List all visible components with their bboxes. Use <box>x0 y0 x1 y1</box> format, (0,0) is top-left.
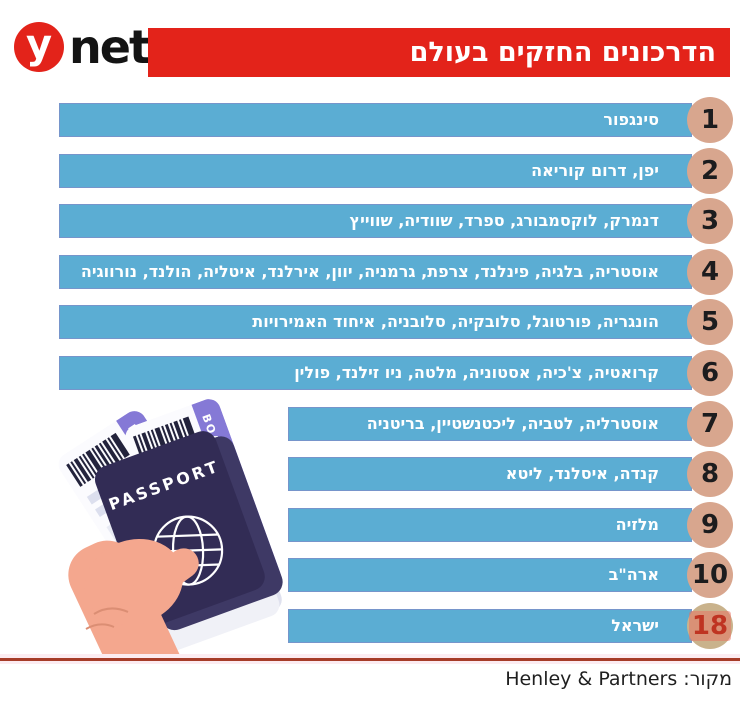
rank-bar: אוסטריה, בלגיה, פינלנד, צרפת, גרמניה, יו… <box>59 255 692 289</box>
hand-icon <box>68 538 199 654</box>
rank-number: 18 <box>688 611 732 641</box>
rank-number: 7 <box>700 409 720 439</box>
rank-bar: דנמרק, לוקסמבורג, ספרד, שוודיה, שווייץ <box>59 204 692 238</box>
rank-badge: 10 <box>687 552 733 598</box>
rank-number: 2 <box>700 156 720 186</box>
rank-badge: 3 <box>687 198 733 244</box>
rank-badge: 18 <box>687 603 733 649</box>
rank-bar: אוסטרליה, לטביה, ליכטנשטיין, בריטניה <box>288 407 692 441</box>
rank-number: 10 <box>691 560 729 590</box>
rank-bar: ישראל <box>288 609 692 643</box>
rank-bar: סינגפור <box>59 103 692 137</box>
country-list-label: קנדה, איסלנד, ליטא <box>505 464 659 483</box>
source-text: מקור: Henley & Partners <box>505 668 732 690</box>
rank-number: 5 <box>700 307 720 337</box>
passport-illustration: BOARDING PASS BOARDING PASS ✈ PASSPORT <box>54 395 285 654</box>
rank-row: אוסטריה, בלגיה, פינלנד, צרפת, גרמניה, יו… <box>0 249 740 295</box>
rank-row: דנמרק, לוקסמבורג, ספרד, שוודיה, שווייץ 3 <box>0 198 740 244</box>
country-list-label: קרואטיה, צ'כיה, אסטוניה, מלטה, ניו זילנד… <box>294 363 659 382</box>
rank-number: 9 <box>700 510 720 540</box>
rank-row: מלזיה 9 <box>0 502 740 548</box>
ynet-logo-mark: y <box>14 22 64 72</box>
rank-badge: 1 <box>687 97 733 143</box>
rank-row: סינגפור 1 <box>0 97 740 143</box>
country-list-label: יפן, דרום קוריאה <box>531 161 659 180</box>
ynet-logo-net-text: net <box>69 20 151 74</box>
rank-bar: ארה"ב <box>288 558 692 592</box>
rank-row: יפן, דרום קוריאה 2 <box>0 148 740 194</box>
rank-badge: 9 <box>687 502 733 548</box>
rank-bar: מלזיה <box>288 508 692 542</box>
rank-bar: יפן, דרום קוריאה <box>59 154 692 188</box>
rank-number: 8 <box>700 459 720 489</box>
rank-row: אוסטרליה, לטביה, ליכטנשטיין, בריטניה 7 <box>0 401 740 447</box>
country-list-label: סינגפור <box>603 110 659 129</box>
rank-badge: 7 <box>687 401 733 447</box>
rank-number: 6 <box>700 358 720 388</box>
barcode-icon <box>66 432 130 487</box>
rank-badge: 2 <box>687 148 733 194</box>
country-list-label: מלזיה <box>615 515 659 534</box>
country-list-label: אוסטרליה, לטביה, ליכטנשטיין, בריטניה <box>366 414 659 433</box>
rank-badge: 8 <box>687 451 733 497</box>
country-list-label: הונגריה, פורטוגל, סלובקיה, סלובניה, איחו… <box>252 312 659 331</box>
rank-badge: 4 <box>687 249 733 295</box>
rank-badge: 6 <box>687 350 733 396</box>
rank-number: 1 <box>700 105 720 135</box>
rank-row: ארה"ב 10 <box>0 552 740 598</box>
divider-line <box>0 658 740 661</box>
ynet-logo: y net <box>14 20 151 74</box>
rank-number: 3 <box>700 206 720 236</box>
rank-bar: הונגריה, פורטוגל, סלובקיה, סלובניה, איחו… <box>59 305 692 339</box>
title-banner: הדרכונים החזקים בעולם <box>148 28 730 77</box>
rank-bar: קנדה, איסלנד, ליטא <box>288 457 692 491</box>
rank-badge: 5 <box>687 299 733 345</box>
rank-row: קרואטיה, צ'כיה, אסטוניה, מלטה, ניו זילנד… <box>0 350 740 396</box>
country-list-label: דנמרק, לוקסמבורג, ספרד, שוודיה, שווייץ <box>349 211 659 230</box>
rank-row: קנדה, איסלנד, ליטא 8 <box>0 451 740 497</box>
rank-row: הונגריה, פורטוגל, סלובקיה, סלובניה, איחו… <box>0 299 740 345</box>
rank-number: 4 <box>700 257 720 287</box>
rank-bar: קרואטיה, צ'כיה, אסטוניה, מלטה, ניו זילנד… <box>59 356 692 390</box>
ynet-logo-y-letter: y <box>25 22 53 68</box>
country-list-label: אוסטריה, בלגיה, פינלנד, צרפת, גרמניה, יו… <box>80 262 659 281</box>
rank-row: ישראל 18 <box>0 603 740 649</box>
country-list-label: ישראל <box>611 616 659 635</box>
country-list-label: ארה"ב <box>608 565 659 584</box>
page-title: הדרכונים החזקים בעולם <box>409 37 716 68</box>
